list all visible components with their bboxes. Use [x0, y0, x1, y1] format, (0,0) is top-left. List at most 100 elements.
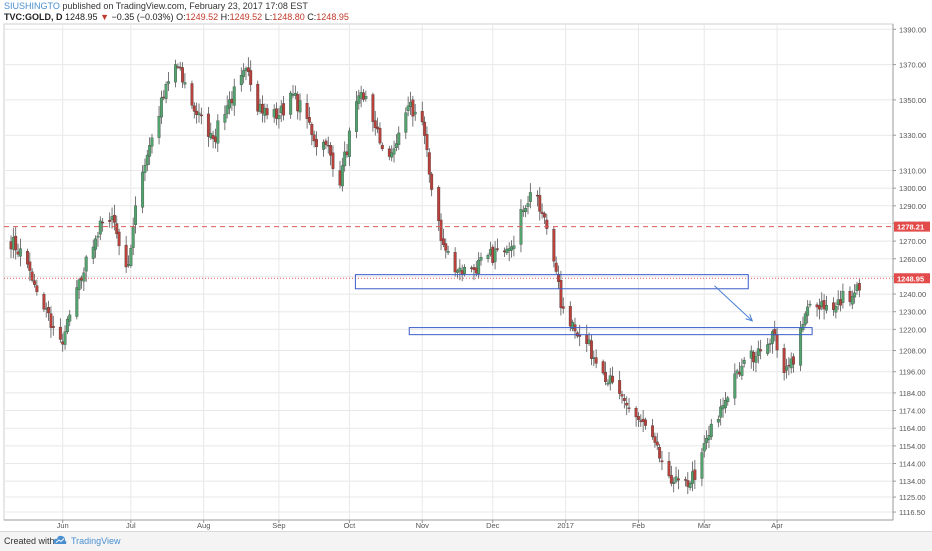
bearish-candle [282, 103, 286, 116]
bullish-candle [223, 114, 227, 123]
price-tick-label: 1220.00 [899, 325, 926, 334]
bullish-candle [853, 292, 857, 298]
bullish-candle [528, 192, 532, 202]
bearish-candle [324, 140, 328, 145]
bullish-candle [806, 306, 810, 316]
bearish-candle [124, 244, 128, 268]
tradingview-brand-link[interactable]: TradingView [71, 536, 121, 546]
bullish-candle [340, 165, 344, 187]
bullish-candle [343, 151, 347, 167]
price-axis[interactable]: 1390.00 1370.00 1350.00 1330.00 1310.00 1300.… [892, 24, 932, 520]
support-resistance-zone [408, 327, 813, 336]
bearish-candle [693, 469, 697, 480]
candles [9, 57, 861, 495]
bullish-candle [148, 145, 152, 157]
bullish-candle [709, 423, 713, 437]
bearish-candle [51, 326, 55, 328]
bearish-candle [331, 152, 335, 169]
bullish-candle [766, 344, 770, 354]
bearish-candle [669, 475, 673, 484]
bearish-candle [625, 402, 629, 406]
time-axis[interactable]: Jun Jul Aug Sep Oct Nov Dec 2017 Feb Mar Apr [4, 519, 893, 530]
bullish-candle [801, 324, 805, 331]
candlestick-chart[interactable]: 1390.00 1370.00 1350.00 1330.00 1310.00 1300.… [0, 0, 932, 531]
bearish-candle [559, 280, 563, 308]
bearish-candle [439, 219, 443, 241]
bearish-candle [655, 441, 659, 446]
bullish-candle [479, 257, 483, 261]
bearish-candle [190, 83, 194, 106]
bearish-candle [371, 94, 375, 122]
bullish-candle [129, 248, 133, 266]
bearish-candle [653, 436, 657, 443]
price-tick-label: 1184.00 [899, 389, 926, 398]
bearish-candle [620, 394, 624, 397]
bullish-candle [232, 86, 236, 106]
author-link[interactable]: SIUSHINGTO [4, 1, 60, 11]
bearish-candle [14, 235, 18, 251]
down-arrow-icon: ▼ [100, 12, 109, 22]
published-text: published on TradingView.com, February 2… [62, 1, 308, 11]
bearish-candle [651, 425, 654, 438]
bullish-candle [740, 365, 744, 376]
bullish-candle [277, 115, 281, 120]
chart-drawings[interactable] [4, 226, 893, 336]
close-label: C: [307, 12, 317, 22]
created-with-text: Created with [4, 536, 55, 546]
bullish-candle [707, 435, 711, 441]
bullish-candle [770, 331, 774, 344]
low-label: L: [264, 12, 273, 22]
bearish-candle [538, 195, 542, 212]
ohlc-legend: TVC:GOLD, D 1248.95 ▼ −0.35 (−0.03%) O:1… [4, 12, 349, 22]
price-tick-label: 1164.00 [899, 424, 926, 433]
time-tick-label: Sep [272, 521, 285, 530]
bearish-candle [425, 134, 429, 151]
bullish-candle [458, 267, 462, 272]
bullish-candle [98, 220, 102, 235]
bullish-candle [841, 291, 845, 303]
bearish-candle [112, 214, 116, 223]
bearish-candle [249, 70, 253, 85]
bearish-candle [594, 357, 598, 364]
bearish-candle [658, 447, 662, 459]
bearish-candle [775, 334, 779, 351]
bearish-candle [329, 145, 333, 156]
bullish-candle [143, 164, 147, 173]
bearish-candle [601, 361, 605, 374]
bullish-candle [785, 366, 788, 371]
bullish-candle [524, 207, 528, 213]
bullish-candle [75, 287, 79, 317]
bearish-candle [792, 356, 795, 365]
price-tick-label: 1330.00 [899, 131, 926, 140]
grid-lines [3, 23, 894, 521]
bullish-candle [493, 248, 497, 262]
bullish-candle [463, 267, 466, 274]
bearish-candle [265, 108, 269, 116]
bullish-candle [239, 75, 243, 86]
bullish-candle [672, 482, 676, 484]
bearish-candle [206, 113, 210, 137]
time-tick-label: Mar [698, 521, 711, 530]
price-tag-box [894, 221, 930, 232]
bearish-candle [637, 416, 640, 420]
bullish-candle [298, 100, 302, 113]
arrow-head-icon [745, 314, 754, 322]
time-tick-label: Aug [197, 521, 210, 530]
price-tick-label: 1125.00 [899, 493, 926, 502]
price-tick-label: 1390.00 [899, 25, 926, 34]
bullish-candle [228, 99, 231, 109]
price-tick-label: 1240.00 [899, 290, 926, 299]
bearish-candle [604, 372, 607, 382]
bullish-candle [166, 81, 170, 84]
bearish-candle [684, 479, 687, 481]
bullish-candle [197, 112, 201, 116]
bullish-candle [850, 296, 854, 305]
symbol-label[interactable]: TVC:GOLD, D [4, 12, 63, 22]
bullish-candle [756, 348, 760, 356]
bearish-candle [618, 380, 622, 394]
support-resistance-zone [354, 274, 749, 290]
bullish-candle [456, 270, 459, 273]
time-tick-label: Oct [344, 521, 357, 530]
bearish-candle [42, 294, 46, 310]
tradingview-cloud-icon[interactable] [53, 534, 67, 546]
